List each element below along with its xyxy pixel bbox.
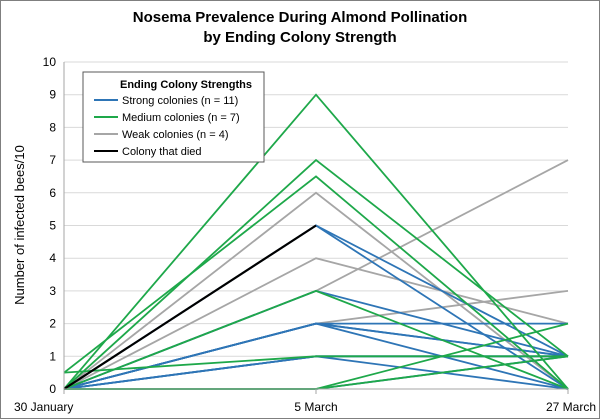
series-line-medium-colonies <box>63 355 568 374</box>
series-line-strong-colonies <box>63 355 568 390</box>
series-line-weak-colonies <box>63 159 569 390</box>
y-tick-label: 7 <box>49 153 56 167</box>
series-line-strong-colonies <box>63 355 568 390</box>
chart-title-line-1: Nosema Prevalence During Almond Pollinat… <box>132 9 468 26</box>
y-tick-label: 4 <box>49 251 56 265</box>
legend-entry-label: Weak colonies (n = 4) <box>122 129 229 141</box>
legend: Ending Colony Strengths Strong colonies … <box>82 71 265 163</box>
legend-entry-label: Strong colonies (n = 11) <box>122 95 238 107</box>
chart-title: Nosema Prevalence During Almond Pollinat… <box>0 8 600 48</box>
series-line-medium-colonies <box>63 175 569 390</box>
legend-entry-label: Medium colonies (n = 7) <box>122 112 240 124</box>
y-tick-label: 0 <box>49 382 56 396</box>
x-tick-label: 27 March <box>546 400 596 414</box>
x-tick-label: 30 January <box>14 400 73 414</box>
y-tick-label: 10 <box>43 55 57 69</box>
y-tick-label: 9 <box>49 88 56 102</box>
y-tick-label: 8 <box>49 120 56 134</box>
y-tick-label: 3 <box>49 284 56 298</box>
series-line-strong-colonies <box>63 224 569 390</box>
y-tick-label: 1 <box>49 349 56 363</box>
series-line-colony-that-died <box>63 224 317 390</box>
legend-entry-label: Colony that died <box>122 146 202 158</box>
series-line-strong-colonies <box>63 355 569 390</box>
axes: 0 1 2 3 4 5 6 7 8 9 10 30 January 5 March 27 March <box>14 55 596 414</box>
series-line-medium-colonies <box>64 355 569 390</box>
y-tick-label: 5 <box>49 219 56 233</box>
y-tick-label: 6 <box>49 186 56 200</box>
series-line-strong-colonies <box>64 355 569 390</box>
x-tick-label: 5 March <box>294 400 337 414</box>
chart-title-line-2: by Ending Colony Strength <box>203 29 397 46</box>
y-axis-label: Number of infected bees/10 <box>12 145 27 305</box>
series-line-medium-colonies <box>63 158 569 390</box>
series-line-strong-colonies <box>63 224 569 390</box>
legend-title: Ending Colony Strengths <box>120 79 252 91</box>
y-tick-label: 2 <box>49 317 56 331</box>
